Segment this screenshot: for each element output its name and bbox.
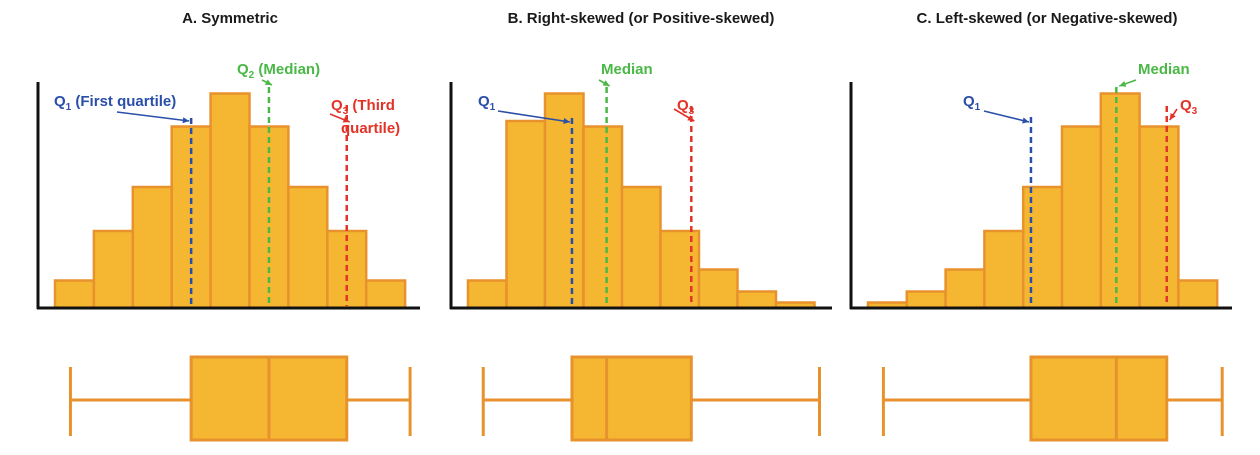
- panel-a-median-arrow: [261, 79, 273, 86]
- panel-b-bar-6: [659, 229, 701, 310]
- panel-b-q1-arrow: [497, 110, 571, 125]
- panel-a-q3-arrow: [329, 113, 351, 123]
- panel-a-median-label: Q2 (Median): [237, 61, 320, 81]
- panel-b-median-arrow: [598, 79, 610, 87]
- panel-b-bar-5: [620, 185, 662, 310]
- panel-a-q1-label: Q1 (First quartile): [54, 93, 176, 113]
- panel-b-q1-label: Q1: [478, 93, 496, 113]
- panel-b-bar-3: [543, 92, 585, 310]
- panel-c-q1-arrow: [983, 110, 1030, 124]
- panel-b-median-label: Median: [601, 61, 653, 78]
- panel-b-bar-8: [736, 290, 778, 310]
- panel-a-bar-7: [287, 185, 329, 310]
- panel-a-q1-arrow: [116, 111, 190, 124]
- panel-b-bar-4: [582, 125, 624, 310]
- panel-b-bar-1: [466, 279, 508, 310]
- panel-c-bar-2: [905, 290, 947, 310]
- panel-c-median-arrow: [1119, 79, 1137, 87]
- panel-c-bar-7: [1099, 92, 1141, 310]
- panel-a-bar-3: [131, 185, 173, 310]
- panel-c-q1-label: Q1: [963, 93, 981, 113]
- panel-a-bar-2: [92, 229, 135, 310]
- panel-b-q3-arrow: [673, 108, 695, 122]
- panel-b-bar-2: [505, 119, 547, 310]
- panel-a-title: A. Symmetric: [182, 10, 278, 27]
- panel-b-bar-7: [697, 268, 739, 310]
- panel-c-bar-5: [1021, 185, 1064, 310]
- panel-b-box: [570, 355, 693, 442]
- panel-c-title: C. Left-skewed (or Negative-skewed): [916, 10, 1178, 27]
- panel-c-q3-arrow: [1169, 108, 1178, 121]
- panel-c-median-label: Median: [1138, 61, 1190, 78]
- panel-a-q3-label: Q3 (Third: [331, 97, 395, 117]
- panel-c-bar-3: [944, 268, 986, 310]
- panel-c-box: [1029, 355, 1169, 442]
- panel-c-bar-9: [1177, 279, 1219, 310]
- panel-a-bar-5: [209, 92, 251, 310]
- panel-b-q3-label: Q3: [677, 97, 695, 117]
- panel-b-title: B. Right-skewed (or Positive-skewed): [507, 10, 775, 27]
- panel-c-q3-label: Q3: [1180, 97, 1198, 117]
- panel-a-bar-1: [53, 279, 96, 310]
- panel-a-q3-label-line2: quartile): [341, 120, 400, 137]
- panel-a-bar-9: [364, 279, 407, 310]
- panel-c-bar-6: [1060, 125, 1103, 310]
- panel-c-bar-4: [983, 229, 1025, 310]
- panel-c-bar-8: [1138, 125, 1180, 310]
